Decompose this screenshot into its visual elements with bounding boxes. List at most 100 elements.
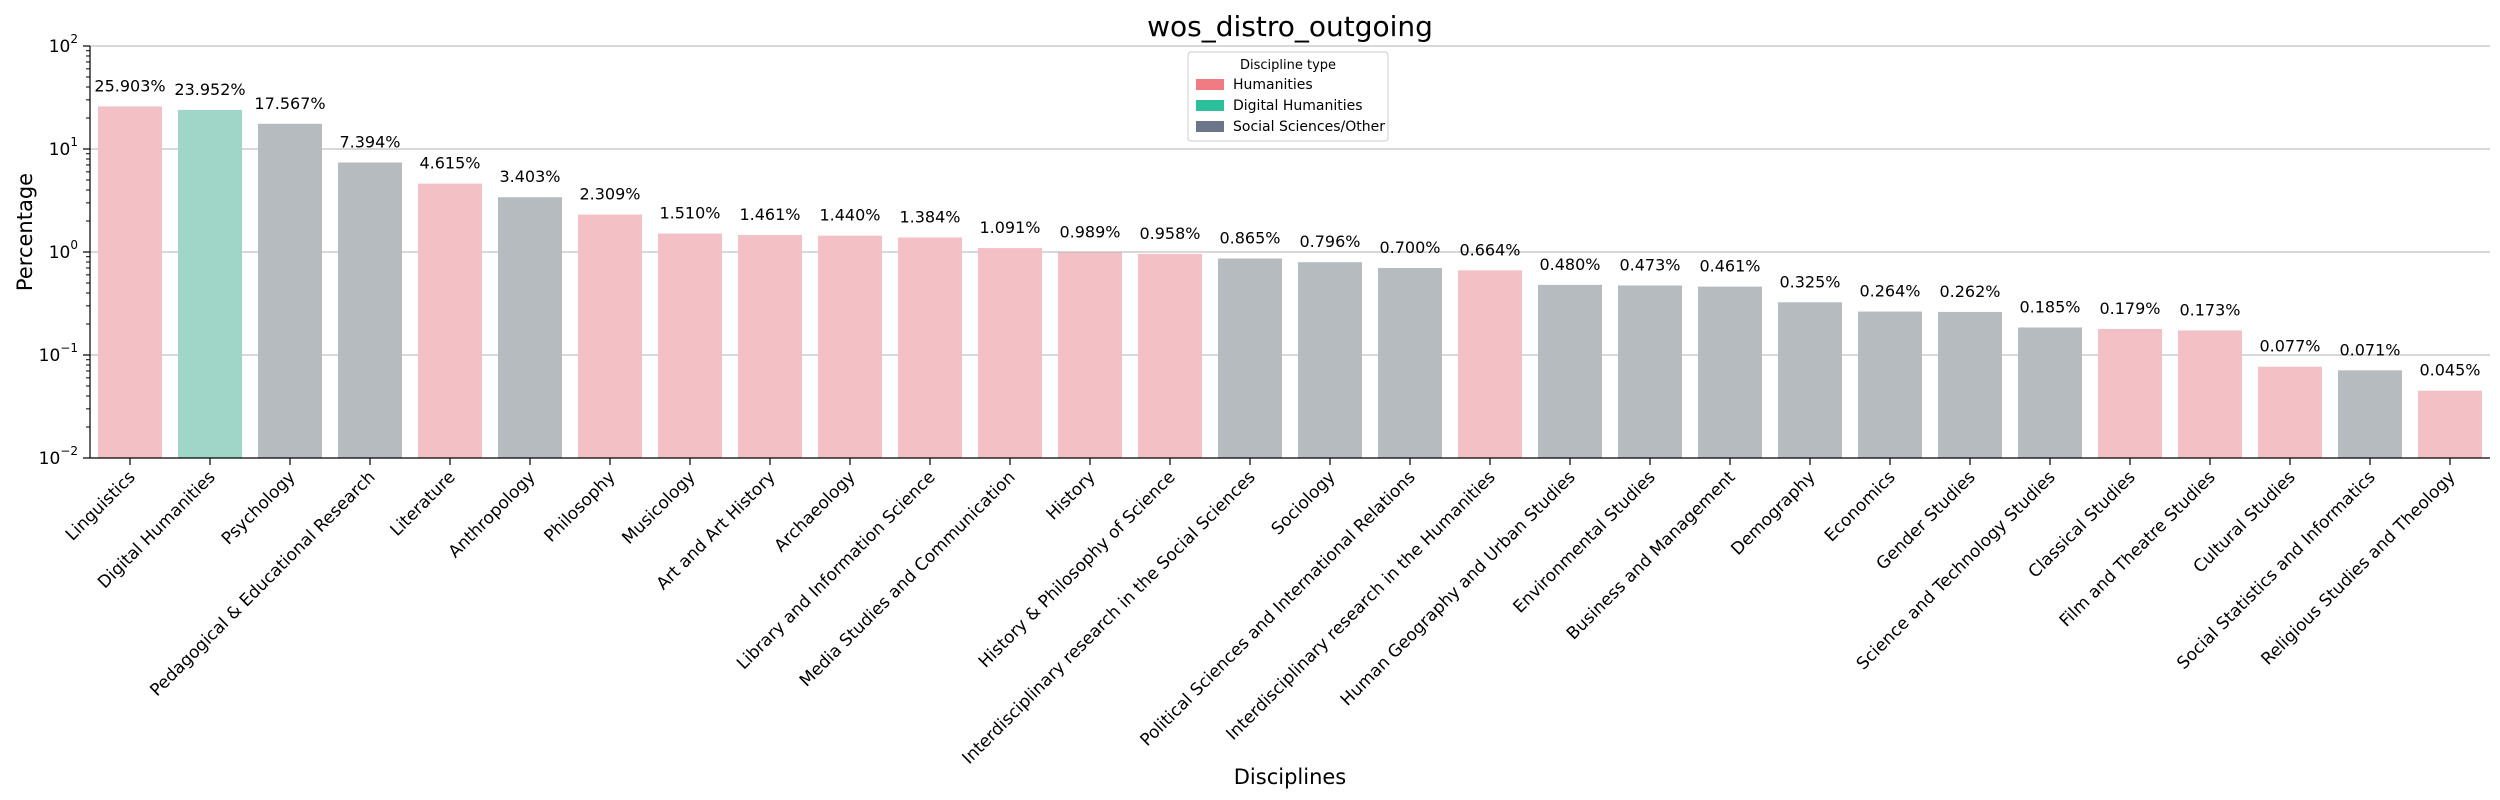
legend-swatch bbox=[1196, 100, 1224, 111]
bar bbox=[978, 248, 1042, 458]
bar bbox=[418, 183, 482, 458]
x-tick-label: Linguistics bbox=[62, 467, 140, 545]
legend-label: Humanities bbox=[1233, 77, 1313, 93]
x-tick-label: Sociology bbox=[1268, 467, 1340, 539]
bar-value-label: 0.045% bbox=[2419, 361, 2480, 380]
bar bbox=[658, 233, 722, 458]
bar-value-label: 0.865% bbox=[1219, 228, 1280, 247]
bar bbox=[2418, 390, 2482, 458]
bar-value-label: 0.325% bbox=[1779, 272, 1840, 291]
bar bbox=[1138, 253, 1202, 458]
bar bbox=[2178, 330, 2242, 458]
bar-value-label: 0.473% bbox=[1619, 255, 1680, 274]
legend-frame bbox=[1187, 51, 1389, 142]
x-tick-label: Interdisciplinary research in the Social… bbox=[959, 467, 1260, 768]
x-tick-label: Economics bbox=[1821, 467, 1900, 546]
bar bbox=[178, 109, 242, 458]
bar-value-label: 1.461% bbox=[739, 205, 800, 224]
bar-value-label: 1.440% bbox=[819, 206, 880, 225]
bar bbox=[1218, 258, 1282, 458]
x-tick-label: Psychology bbox=[218, 467, 300, 549]
legend-label: Social Sciences/Other bbox=[1233, 119, 1385, 135]
bar-value-label: 0.664% bbox=[1459, 240, 1520, 259]
bar bbox=[1538, 284, 1602, 458]
y-tick-label: 10−1 bbox=[39, 341, 78, 366]
bar-value-label: 4.615% bbox=[419, 154, 480, 173]
chart-title: wos_distro_outgoing bbox=[1147, 10, 1433, 43]
bar-value-label: 0.796% bbox=[1299, 232, 1360, 251]
y-tick-labels: 10−2 10−1 100 101 102 bbox=[39, 32, 90, 469]
bar bbox=[2018, 327, 2082, 458]
value-labels: 25.903% 23.952% 17.567% 7.394% 4.615% 3.403% 2… bbox=[94, 76, 2480, 379]
bar-value-label: 0.461% bbox=[1699, 257, 1760, 276]
x-tick-label: Environmental Studies bbox=[1510, 467, 1660, 617]
bar bbox=[1058, 252, 1122, 458]
bar-value-label: 17.567% bbox=[254, 94, 325, 113]
legend: Discipline type Humanities Digital Humani… bbox=[1187, 51, 1389, 142]
x-tick-label: Film and Theatre Studies bbox=[2056, 467, 2220, 631]
gridlines bbox=[90, 45, 2490, 356]
bar-value-label: 0.179% bbox=[2099, 299, 2160, 318]
x-tick-label: Interdisciplinary research in the Humani… bbox=[1222, 467, 1499, 744]
bar bbox=[898, 237, 962, 458]
bar bbox=[1458, 270, 1522, 458]
y-tick-label: 101 bbox=[49, 135, 78, 160]
bar bbox=[738, 235, 802, 458]
bar bbox=[1298, 262, 1362, 458]
x-tick-label: Business and Management bbox=[1563, 467, 1740, 644]
bar-value-label: 1.091% bbox=[979, 218, 1040, 237]
bar-value-label: 25.903% bbox=[94, 76, 165, 95]
y-tick-label: 10−2 bbox=[39, 444, 78, 469]
bar-value-label: 7.394% bbox=[339, 133, 400, 152]
x-tick-label: Literature bbox=[387, 467, 460, 540]
legend-label: Digital Humanities bbox=[1233, 98, 1363, 114]
legend-swatch bbox=[1196, 79, 1224, 90]
bar bbox=[258, 123, 322, 459]
x-tick-label: Philosophy bbox=[541, 467, 620, 546]
bar-value-label: 0.173% bbox=[2179, 300, 2240, 319]
bars bbox=[98, 106, 2482, 459]
bar bbox=[1778, 302, 1842, 458]
bar-value-label: 0.077% bbox=[2259, 337, 2320, 356]
bar bbox=[98, 106, 162, 459]
legend-swatch bbox=[1196, 121, 1224, 132]
x-tick-label: Political Sciences and International Rel… bbox=[1136, 467, 1419, 750]
x-tick-label: Musicology bbox=[618, 467, 699, 548]
bar bbox=[2338, 370, 2402, 458]
bar bbox=[1698, 286, 1762, 458]
bar-value-label: 1.384% bbox=[899, 207, 960, 226]
bar-value-label: 2.309% bbox=[579, 185, 640, 204]
bar-value-label: 0.071% bbox=[2339, 340, 2400, 359]
bar bbox=[1938, 311, 2002, 458]
legend-entries: Humanities Digital Humanities Social Scien… bbox=[1196, 77, 1385, 135]
x-tick-label: Demography bbox=[1727, 467, 1819, 559]
bar-value-label: 0.700% bbox=[1379, 238, 1440, 257]
bar-value-label: 0.989% bbox=[1059, 222, 1120, 241]
y-tick-label: 100 bbox=[49, 238, 78, 263]
x-tick-label: Archaeology bbox=[771, 467, 860, 556]
bar bbox=[498, 197, 562, 459]
bar bbox=[1378, 267, 1442, 458]
bar-value-label: 0.958% bbox=[1139, 224, 1200, 243]
x-tick-label: History bbox=[1043, 467, 1100, 524]
bar bbox=[338, 162, 402, 458]
bar-value-label: 0.264% bbox=[1859, 282, 1920, 301]
bar bbox=[2258, 366, 2322, 458]
bar-value-label: 1.510% bbox=[659, 204, 720, 223]
bar bbox=[578, 214, 642, 458]
bar bbox=[2098, 328, 2162, 458]
y-tick-label: 102 bbox=[49, 32, 78, 57]
bar-value-label: 0.185% bbox=[2019, 297, 2080, 316]
legend-title: Discipline type bbox=[1240, 58, 1336, 73]
bar-value-label: 23.952% bbox=[174, 80, 245, 99]
x-axis-title: Disciplines bbox=[1234, 765, 1347, 789]
bar-value-label: 0.262% bbox=[1939, 282, 2000, 301]
bar bbox=[1858, 311, 1922, 458]
bar bbox=[1618, 285, 1682, 458]
y-axis-title: Percentage bbox=[13, 173, 37, 291]
bar-value-label: 3.403% bbox=[499, 167, 560, 186]
bar-value-label: 0.480% bbox=[1539, 255, 1600, 274]
bar bbox=[818, 235, 882, 458]
